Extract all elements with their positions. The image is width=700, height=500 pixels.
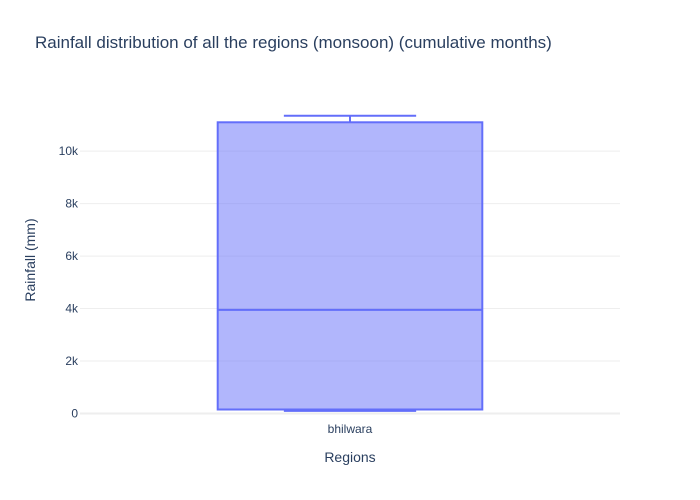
boxes xyxy=(216,114,484,412)
y-tick-label: 0 xyxy=(71,406,78,420)
y-tick-label: 10k xyxy=(59,144,79,158)
y-tick-label: 6k xyxy=(65,249,79,263)
y-tick-label: 8k xyxy=(65,197,79,211)
y-tick-labels: 0 2k 4k 6k 8k 10k xyxy=(59,144,79,420)
chart-title: Rainfall distribution of all the regions… xyxy=(35,33,552,52)
x-axis-title: Regions xyxy=(324,449,375,465)
y-tick-label: 2k xyxy=(65,354,79,368)
iqr-box xyxy=(216,121,484,411)
box-bhilwara xyxy=(216,114,484,412)
y-axis-title: Rainfall (mm) xyxy=(22,218,38,301)
y-tick-label: 4k xyxy=(65,302,79,316)
x-tick-labels: bhilwara xyxy=(328,422,373,436)
x-tick-label: bhilwara xyxy=(328,422,373,436)
